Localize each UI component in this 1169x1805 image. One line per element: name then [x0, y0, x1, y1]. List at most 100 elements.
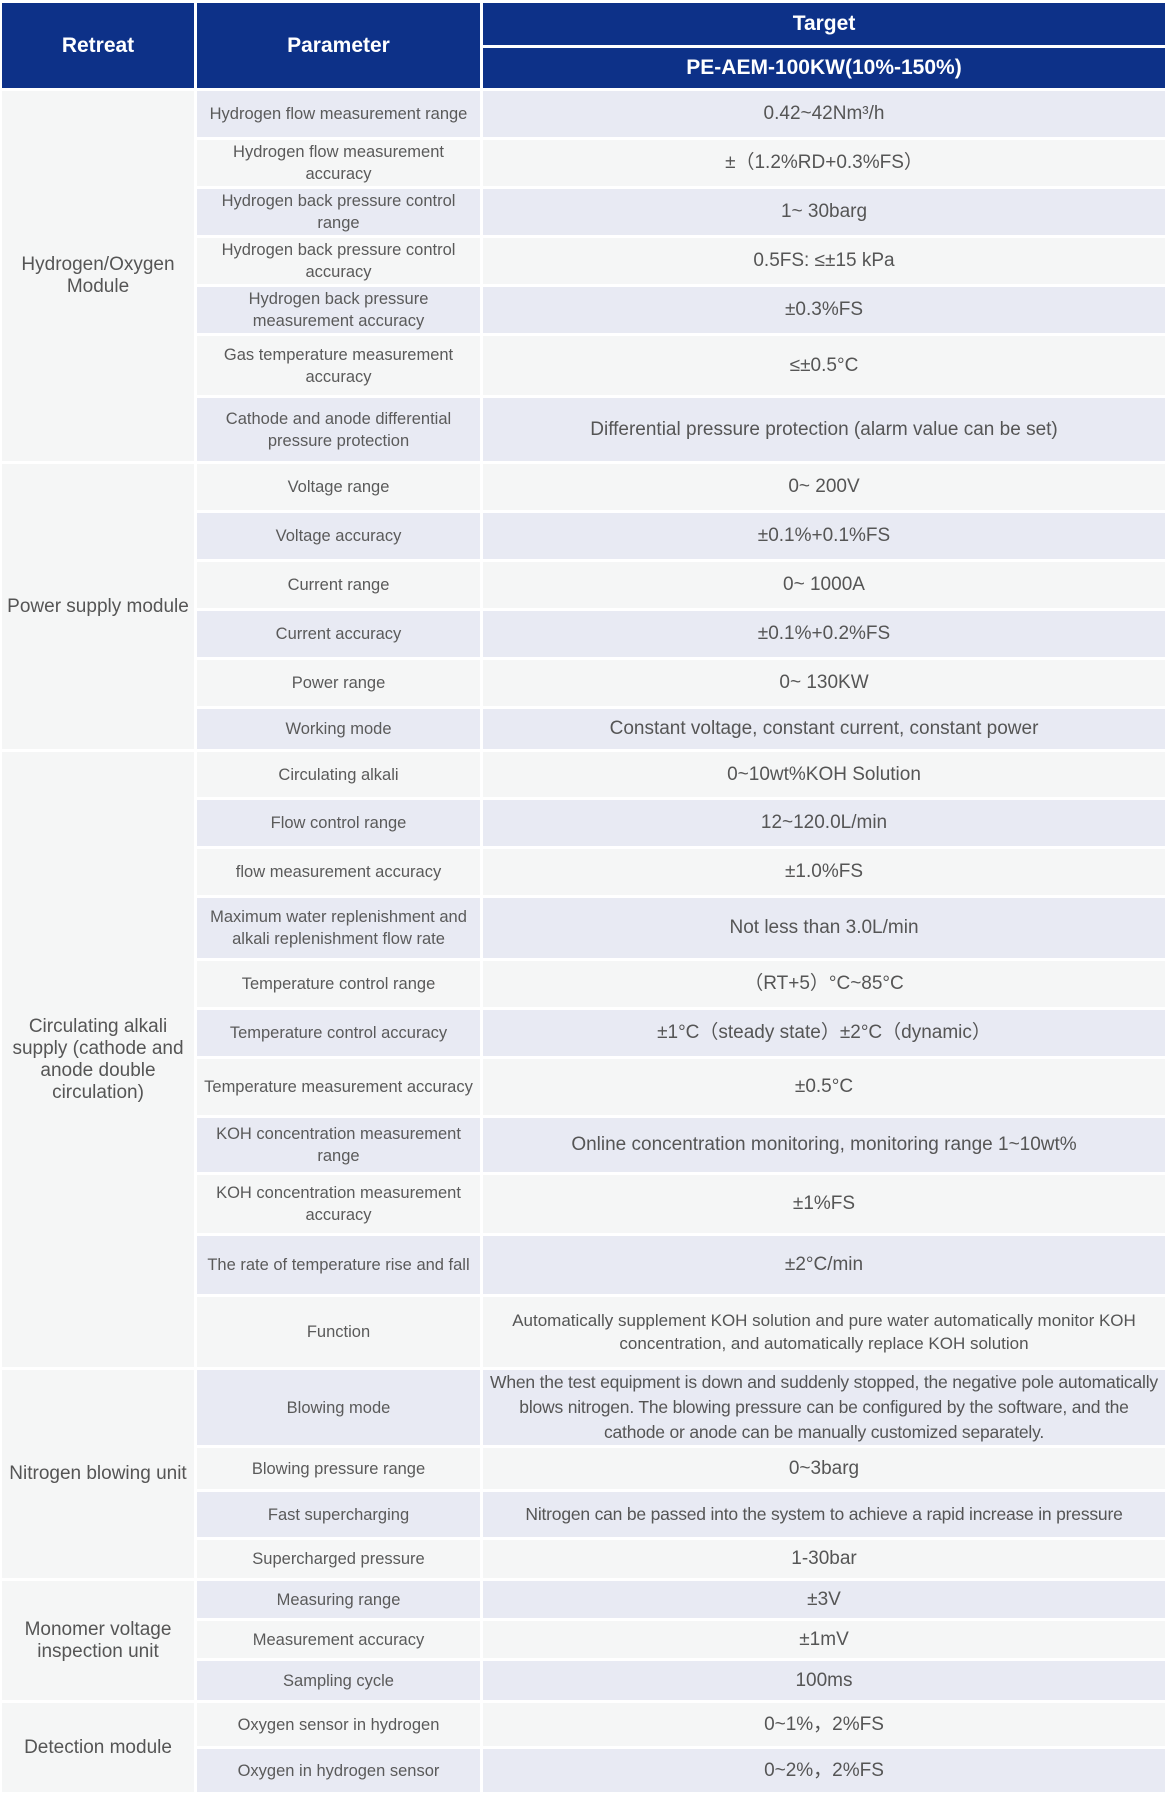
parameter-cell: Blowing mode — [197, 1370, 480, 1445]
parameter-cell: Function — [197, 1297, 480, 1367]
value-cell: ≤±0.5°C — [483, 336, 1165, 395]
value-cell: 0~1%，2%FS — [483, 1703, 1165, 1746]
parameter-cell: Oxygen sensor in hydrogen — [197, 1703, 480, 1746]
table-row: KOH concentration measurement accuracy ±1… — [2, 1175, 1165, 1233]
value-cell: Not less than 3.0L/min — [483, 898, 1165, 958]
parameter-cell: Current range — [197, 562, 480, 608]
section-name: Monomer voltage inspection unit — [2, 1581, 194, 1700]
value-cell: 0~ 1000A — [483, 562, 1165, 608]
value-cell: 0~2%，2%FS — [483, 1749, 1165, 1792]
value-cell: 12~120.0L/min — [483, 800, 1165, 846]
table-row: Detection module Oxygen sensor in hydroge… — [2, 1703, 1165, 1792]
parameter-cell: Measurement accuracy — [197, 1621, 480, 1658]
value-cell: ±1mV — [483, 1621, 1165, 1658]
value-cell: 1-30bar — [483, 1540, 1165, 1578]
parameter-cell: Temperature control range — [197, 961, 480, 1007]
parameter-cell: Gas temperature measurement accuracy — [197, 336, 480, 395]
parameter-cell: Temperature control accuracy — [197, 1010, 480, 1056]
parameter-cell: KOH concentration measurement accuracy — [197, 1175, 480, 1233]
parameter-cell: Sampling cycle — [197, 1661, 480, 1700]
value-cell: 0~ 130KW — [483, 660, 1165, 706]
table-row: Hydrogen/Oxygen Module Hydrogen flow meas… — [2, 91, 1165, 461]
parameter-cell: Maximum water replenishment and alkali r… — [197, 898, 480, 958]
table-row: Oxygen in hydrogen sensor 0~2%，2%FS — [2, 1749, 1165, 1792]
parameter-cell: Flow control range — [197, 800, 480, 846]
table-row: Current range 0~ 1000A — [2, 562, 1165, 608]
parameter-cell: Voltage range — [197, 464, 480, 510]
value-cell: ±1°C（steady state）±2°C（dynamic） — [483, 1010, 1165, 1056]
value-cell: 1~ 30barg — [483, 189, 1165, 235]
table-row: Working mode Constant voltage, constant c… — [2, 709, 1165, 749]
table-row: Temperature control accuracy ±1°C（steady … — [2, 1010, 1165, 1056]
table-row: Hydrogen back pressure control accuracy 0… — [2, 238, 1165, 284]
parameter-cell: flow measurement accuracy — [197, 849, 480, 895]
parameter-cell: Hydrogen flow measurement accuracy — [197, 140, 480, 186]
parameter-cell: Power range — [197, 660, 480, 706]
parameter-cell: The rate of temperature rise and fall — [197, 1236, 480, 1294]
parameter-cell: Hydrogen back pressure control range — [197, 189, 480, 235]
parameter-cell: Measuring range — [197, 1581, 480, 1618]
parameter-cell: Hydrogen back pressure control accuracy — [197, 238, 480, 284]
table-row: Nitrogen blowing unit Blowing mode When th… — [2, 1370, 1165, 1578]
header-retreat: Retreat — [2, 3, 194, 88]
table-row: Current accuracy ±0.1%+0.2%FS — [2, 611, 1165, 657]
parameter-cell: Hydrogen flow measurement range — [197, 91, 480, 137]
value-cell: （RT+5）°C~85°C — [483, 961, 1165, 1007]
table-row: Power range 0~ 130KW — [2, 660, 1165, 706]
table-row: Power supply module Voltage range 0~ 200V — [2, 464, 1165, 749]
value-cell: 100ms — [483, 1661, 1165, 1700]
value-cell: Differential pressure protection (alarm … — [483, 398, 1165, 461]
parameter-cell: Cathode and anode differential pressure … — [197, 398, 480, 461]
table-row: flow measurement accuracy ±1.0%FS — [2, 849, 1165, 895]
section-name: Circulating alkali supply (cathode and a… — [2, 752, 194, 1367]
parameter-cell: Temperature measurement accuracy — [197, 1059, 480, 1115]
table-row: Hydrogen back pressure measurement accur… — [2, 287, 1165, 333]
section-name: Detection module — [2, 1703, 194, 1792]
parameter-cell: Current accuracy — [197, 611, 480, 657]
value-cell: ±2°C/min — [483, 1236, 1165, 1294]
header-parameter: Parameter — [197, 3, 480, 88]
spec-table-body: Hydrogen/Oxygen Module Hydrogen flow meas… — [2, 91, 1165, 1792]
value-cell: ±（1.2%RD+0.3%FS） — [483, 140, 1165, 186]
value-cell: Online concentration monitoring, monitor… — [483, 1118, 1165, 1172]
parameter-cell: Working mode — [197, 709, 480, 749]
table-row: Voltage accuracy ±0.1%+0.1%FS — [2, 513, 1165, 559]
header-target: Target — [483, 3, 1165, 45]
table-row: Measurement accuracy ±1mV — [2, 1621, 1165, 1658]
value-cell: ±3V — [483, 1581, 1165, 1618]
value-cell: 0.5FS: ≤±15 kPa — [483, 238, 1165, 284]
value-cell: ±0.1%+0.1%FS — [483, 513, 1165, 559]
value-cell: ±1.0%FS — [483, 849, 1165, 895]
section-name: Hydrogen/Oxygen Module — [2, 91, 194, 461]
parameter-cell: Blowing pressure range — [197, 1448, 480, 1489]
parameter-cell: Oxygen in hydrogen sensor — [197, 1749, 480, 1792]
value-cell: ±0.1%+0.2%FS — [483, 611, 1165, 657]
table-row: Gas temperature measurement accuracy ≤±0.… — [2, 336, 1165, 395]
value-cell: Automatically supplement KOH solution an… — [483, 1297, 1165, 1367]
value-cell: ±1%FS — [483, 1175, 1165, 1233]
table-row: Hydrogen flow measurement accuracy ±（1.2%… — [2, 140, 1165, 186]
value-cell: 0~10wt%KOH Solution — [483, 752, 1165, 797]
section-name: Nitrogen blowing unit — [2, 1370, 194, 1578]
table-row: Blowing pressure range 0~3barg — [2, 1448, 1165, 1489]
value-cell: Nitrogen can be passed into the system t… — [483, 1492, 1165, 1537]
table-row: The rate of temperature rise and fall ±2°… — [2, 1236, 1165, 1294]
parameter-cell: Fast supercharging — [197, 1492, 480, 1537]
value-cell: Constant voltage, constant current, cons… — [483, 709, 1165, 749]
table-row: Monomer voltage inspection unit Measuring… — [2, 1581, 1165, 1700]
table-row: Fast supercharging Nitrogen can be passed… — [2, 1492, 1165, 1537]
parameter-cell: Supercharged pressure — [197, 1540, 480, 1578]
parameter-cell: Voltage accuracy — [197, 513, 480, 559]
table-row: Temperature measurement accuracy ±0.5°C — [2, 1059, 1165, 1115]
table-row: KOH concentration measurement range Onlin… — [2, 1118, 1165, 1172]
header-model: PE-AEM-100KW(10%-150%) — [483, 48, 1165, 88]
table-row: Cathode and anode differential pressure … — [2, 398, 1165, 461]
table-row: Temperature control range （RT+5）°C~85°C — [2, 961, 1165, 1007]
parameter-cell: KOH concentration measurement range — [197, 1118, 480, 1172]
table-row: Supercharged pressure 1-30bar — [2, 1540, 1165, 1578]
value-cell: 0.42~42Nm³/h — [483, 91, 1165, 137]
table-row: Circulating alkali supply (cathode and a… — [2, 752, 1165, 1367]
table-row: Hydrogen back pressure control range 1~ 3… — [2, 189, 1165, 235]
value-cell: 0~3barg — [483, 1448, 1165, 1489]
